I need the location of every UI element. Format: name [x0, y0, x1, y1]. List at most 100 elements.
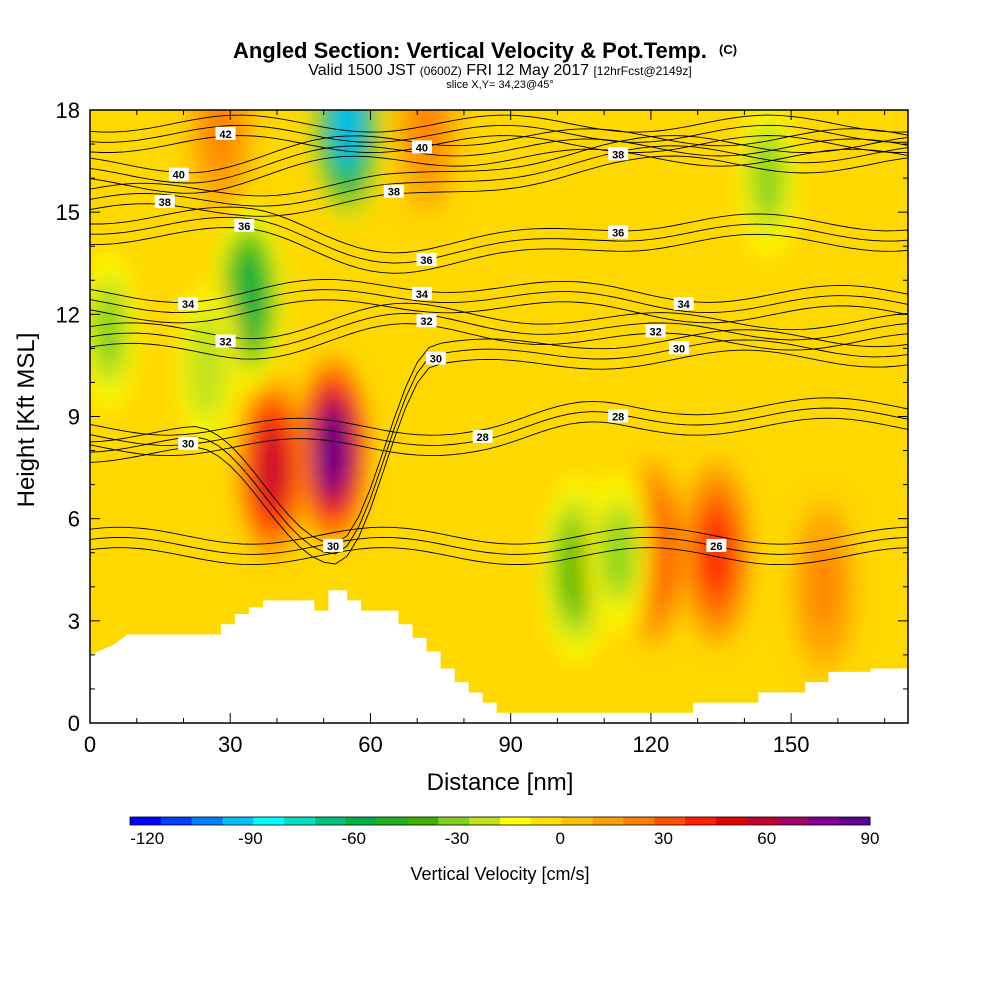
velocity-shade: [234, 257, 263, 338]
title-main: Angled Section: Vertical Velocity & Pot.…: [233, 38, 707, 63]
colorbar-swatch: [500, 817, 532, 825]
isentrope-label: 30: [178, 436, 199, 451]
chart-subtitle: Valid 1500 JST (0600Z) FRI 12 May 2017 […: [308, 62, 691, 79]
velocity-shade: [562, 529, 591, 610]
label-background: [323, 538, 344, 552]
label-background: [215, 334, 236, 348]
isentrope-line: [90, 114, 908, 133]
colorbar-tick-label: 90: [861, 829, 880, 848]
label-background: [472, 429, 493, 443]
isentrope-line: [90, 128, 908, 174]
velocity-cell: [732, 110, 803, 271]
label-background: [425, 351, 446, 365]
isentrope-value: 36: [612, 228, 624, 240]
isentrope-value: 40: [416, 142, 428, 154]
isentrope-value: 32: [219, 337, 231, 349]
colorbar-swatch: [561, 817, 593, 825]
isentrope-label: 32: [215, 334, 236, 349]
colorbar-tick-label: -90: [238, 829, 263, 848]
isentrope-label: 28: [608, 409, 629, 424]
isentrope-line: [90, 397, 908, 436]
isentrope-line: [90, 547, 908, 566]
isentrope-value: 34: [416, 289, 429, 301]
colorbar-swatch: [715, 817, 748, 825]
x-tick-label: 30: [218, 732, 242, 757]
x-tick-label: 60: [358, 732, 382, 757]
colorbar-swatch: [777, 817, 809, 825]
isentrope-labels: 26 28 28 30 30 30 30 32 32 32 34 34 34 36 36 36 38 38 38 40…: [154, 126, 727, 553]
label-background: [608, 409, 629, 423]
isentrope-label: 40: [411, 140, 432, 154]
isentrope-label: 28: [472, 429, 493, 444]
colorbar-swatch: [469, 817, 501, 825]
velocity-shade: [809, 546, 838, 627]
isentrope-label: 30: [668, 341, 689, 355]
velocity-cell: [681, 460, 752, 646]
colorbar-swatch: [130, 817, 162, 825]
y-tick-label: 3: [68, 609, 80, 634]
isentrope-label: 36: [608, 225, 629, 240]
chart-title: Angled Section: Vertical Velocity & Pot.…: [233, 38, 737, 63]
slice-info: slice X,Y= 34,23@45°: [446, 79, 554, 91]
label-background: [608, 147, 629, 161]
colorbar-swatch: [839, 817, 871, 825]
colorbar-swatch: [592, 817, 624, 825]
isentrope-line: [90, 349, 908, 565]
isentrope-line: [90, 329, 908, 545]
label-background: [168, 167, 189, 181]
label-background: [706, 538, 727, 552]
colorbar: -120 -90 -60 -30 0 30 60 90: [129, 816, 880, 848]
isentrope-line: [90, 339, 908, 555]
isentrope-label: 34: [411, 286, 432, 301]
label-background: [673, 297, 694, 311]
isentrope-contours: [90, 114, 908, 566]
velocity-cell: [90, 238, 144, 424]
isentrope-value: 38: [159, 197, 171, 209]
velocity-shade: [333, 110, 362, 168]
velocity-cell: [298, 358, 369, 544]
isentrope-label: 36: [234, 218, 255, 233]
isentrope-value: 26: [710, 541, 722, 553]
colorbar-swatch: [654, 817, 686, 825]
isentrope-value: 30: [327, 541, 339, 553]
velocity-shade: [192, 325, 221, 406]
isentrope-value: 38: [612, 149, 624, 161]
isentrope-label: 32: [645, 324, 666, 338]
colorbar-tick-label: -60: [341, 829, 366, 848]
x-tick-label: 150: [773, 732, 810, 757]
isentrope-label: 36: [416, 252, 437, 267]
isentrope-label: 32: [416, 314, 437, 328]
isentrope-value: 34: [678, 299, 691, 311]
y-tick-label: 0: [68, 711, 80, 736]
velocity-cell: [312, 110, 383, 220]
colorbar-swatch: [438, 817, 470, 825]
label-background: [608, 225, 629, 239]
colorbar-swatch: [191, 817, 223, 825]
isentrope-label: 40: [168, 167, 189, 182]
velocity-shade: [258, 427, 287, 508]
colorbar-swatch: [746, 817, 778, 825]
isentrope-line: [90, 206, 908, 254]
y-tick-label: 18: [56, 98, 80, 123]
colorbar-swatch: [284, 817, 316, 825]
label-background: [178, 436, 199, 450]
colorbar-tick-label: -120: [130, 829, 164, 848]
x-tick-label: 90: [498, 732, 522, 757]
velocity-shade: [94, 291, 123, 372]
label-background: [416, 314, 437, 328]
isentrope-value: 30: [430, 354, 442, 366]
isentrope-line: [90, 278, 908, 303]
velocity-shade: [753, 138, 782, 219]
isentrope-label: 38: [608, 147, 629, 161]
isentrope-value: 36: [238, 221, 250, 233]
colorbar-swatch: [315, 817, 347, 825]
isentrope-value: 28: [477, 432, 489, 444]
isentrope-value: 30: [673, 343, 685, 355]
colorbar-frame: [129, 816, 871, 826]
colorbar-swatch: [222, 817, 254, 825]
velocity-cell: [583, 460, 654, 646]
velocity-shade: [702, 512, 731, 593]
x-axis-label: Distance [nm]: [427, 769, 574, 796]
isentrope-line: [90, 155, 908, 217]
velocity-cell: [237, 375, 308, 561]
